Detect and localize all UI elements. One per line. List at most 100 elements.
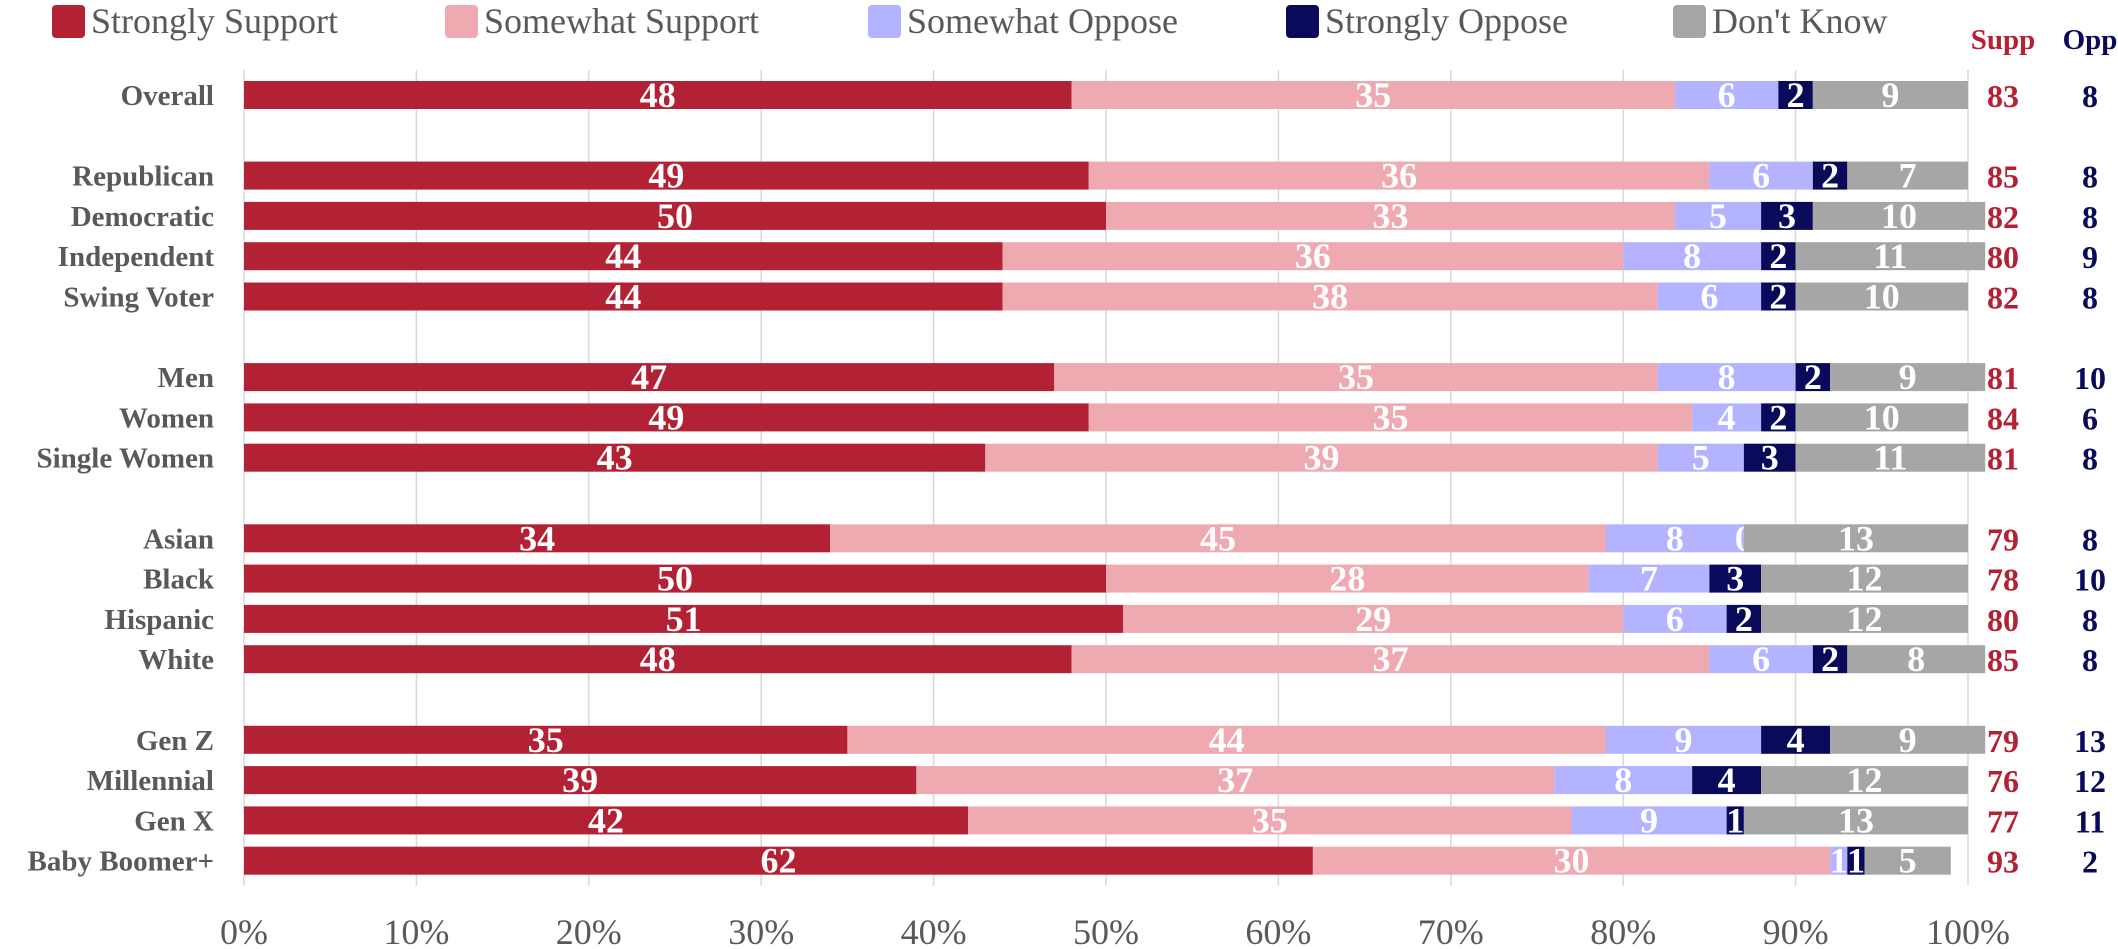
bar-segment bbox=[1554, 766, 1693, 795]
x-tick-label: 70% bbox=[1418, 912, 1484, 949]
data-label: 35 bbox=[1338, 357, 1374, 397]
data-label: 29 bbox=[1355, 599, 1391, 639]
bar-segment bbox=[1847, 161, 1968, 190]
data-label: 8 bbox=[1718, 357, 1736, 397]
data-label: 1 bbox=[1830, 841, 1848, 881]
bar-segment bbox=[1726, 604, 1762, 633]
opp-value: 13 bbox=[2074, 723, 2106, 759]
x-tick-label: 20% bbox=[556, 912, 622, 949]
bar-segment bbox=[968, 806, 1572, 835]
data-label: 12 bbox=[1847, 760, 1883, 800]
bar-segment bbox=[1571, 806, 1727, 835]
supp-value: 82 bbox=[1987, 280, 2019, 316]
supp-value: 78 bbox=[1987, 562, 2019, 598]
data-label: 6 bbox=[1718, 75, 1736, 115]
bar-segment bbox=[244, 564, 1106, 593]
data-label: 7 bbox=[1640, 559, 1658, 599]
bar-segment bbox=[1847, 645, 1986, 674]
bar-segment bbox=[244, 161, 1089, 190]
data-label: 8 bbox=[1666, 518, 1684, 558]
bar-segment bbox=[1312, 846, 1831, 875]
data-label: 5 bbox=[1692, 438, 1710, 478]
category-label: Independent bbox=[58, 241, 215, 273]
x-tick-label: 80% bbox=[1590, 912, 1656, 949]
data-label: 2 bbox=[1769, 277, 1787, 317]
legend-label: Strongly Oppose bbox=[1325, 1, 1568, 41]
opp-value: 8 bbox=[2082, 521, 2098, 557]
bar-segment bbox=[1743, 524, 1968, 553]
bar-segment bbox=[1657, 443, 1744, 472]
data-label: 13 bbox=[1838, 518, 1874, 558]
bar-segment bbox=[1812, 81, 1968, 109]
bar-segment bbox=[1864, 846, 1951, 875]
data-label: 9 bbox=[1899, 357, 1917, 397]
data-label: 51 bbox=[666, 599, 702, 639]
opp-value: 2 bbox=[2082, 844, 2098, 880]
data-label: 2 bbox=[1804, 357, 1822, 397]
data-label: 6 bbox=[1752, 639, 1770, 679]
bar-segment bbox=[1743, 443, 1796, 472]
bar-row: 48 37 6 2 8 bbox=[244, 639, 1986, 679]
data-label: 33 bbox=[1372, 196, 1408, 236]
supp-value: 84 bbox=[1987, 400, 2019, 436]
data-label: 2 bbox=[1735, 599, 1753, 639]
bar-segment bbox=[1795, 403, 1968, 432]
data-label: 28 bbox=[1329, 559, 1365, 599]
legend-label: Strongly Support bbox=[91, 1, 338, 41]
data-label: 44 bbox=[605, 277, 641, 317]
bar-segment bbox=[244, 443, 986, 472]
data-label: 30 bbox=[1553, 841, 1589, 881]
category-labels: Overall Republican Democratic Independent Sw… bbox=[28, 80, 215, 878]
opp-value: 8 bbox=[2082, 441, 2098, 477]
bar-segment bbox=[1795, 443, 1986, 472]
data-label: 44 bbox=[605, 236, 641, 276]
x-tick-label: 60% bbox=[1245, 912, 1311, 949]
data-label: 9 bbox=[1881, 75, 1899, 115]
data-label: 10 bbox=[1864, 277, 1900, 317]
bar-segment bbox=[1106, 564, 1589, 593]
bar-segment bbox=[1605, 524, 1744, 553]
bar-segment bbox=[244, 846, 1313, 875]
bar-segment bbox=[1054, 363, 1658, 392]
bar-segment bbox=[244, 363, 1055, 392]
opp-value: 8 bbox=[2082, 199, 2098, 235]
data-label: 11 bbox=[1873, 438, 1907, 478]
opp-value: 6 bbox=[2082, 400, 2098, 436]
opp-value: 10 bbox=[2074, 360, 2106, 396]
supp-value: 80 bbox=[1987, 239, 2019, 275]
bar-segment bbox=[244, 645, 1072, 674]
bar-segment bbox=[1812, 201, 1986, 230]
data-label: 62 bbox=[760, 841, 796, 881]
bar-row: 49 35 4 2 10 bbox=[244, 397, 1968, 437]
bar-segment bbox=[244, 806, 969, 835]
bar-segment bbox=[1795, 363, 1831, 392]
bar-segment bbox=[244, 242, 1003, 271]
supp-value: 83 bbox=[1987, 78, 2019, 114]
data-label: 49 bbox=[648, 156, 684, 196]
bar-row: 50 33 5 3 10 bbox=[244, 196, 1986, 236]
supp-value: 81 bbox=[1987, 360, 2019, 396]
bar-segment bbox=[1674, 201, 1762, 230]
category-label: Women bbox=[119, 402, 214, 434]
bar-row: 43 39 5 3 11 bbox=[244, 438, 1986, 478]
bar-row: 44 38 6 2 10 bbox=[244, 277, 1968, 317]
legend-swatch bbox=[52, 5, 85, 38]
data-label: 12 bbox=[1847, 599, 1883, 639]
data-label: 48 bbox=[640, 75, 676, 115]
data-label: 2 bbox=[1769, 236, 1787, 276]
legend-item: Somewhat Support bbox=[445, 1, 759, 41]
bar-segment bbox=[1623, 604, 1727, 633]
bar-segment bbox=[1588, 564, 1710, 593]
bar-segment bbox=[1071, 81, 1675, 109]
bar-segment bbox=[1071, 645, 1710, 674]
bar-segment bbox=[830, 524, 1606, 553]
x-tick-label: 30% bbox=[728, 912, 794, 949]
data-label: 5 bbox=[1709, 196, 1727, 236]
data-label: 3 bbox=[1778, 196, 1796, 236]
supp-value: 80 bbox=[1987, 602, 2019, 638]
supp-value: 85 bbox=[1987, 642, 2019, 678]
legend: Strongly Support Somewhat Support Somewhat… bbox=[52, 1, 1887, 41]
category-label: Baby Boomer+ bbox=[28, 846, 215, 878]
supp-value: 77 bbox=[1987, 803, 2019, 839]
bar-segment bbox=[1674, 81, 1779, 109]
